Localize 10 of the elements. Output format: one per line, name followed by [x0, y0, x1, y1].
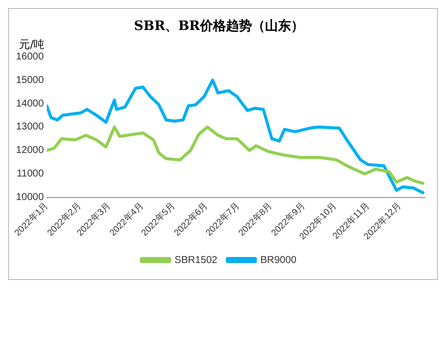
legend-label: SBR1502 — [174, 254, 218, 266]
chart-title: SBR、BR价格趋势（山东） — [134, 18, 304, 34]
y-tick-label: 15000 — [16, 74, 44, 86]
y-tick-label: 13000 — [16, 122, 44, 133]
y-tick-label: 16000 — [16, 51, 44, 62]
y-tick-label: 11000 — [16, 168, 44, 180]
y-axis-title: 元/吨 — [19, 38, 45, 51]
y-tick-label: 14000 — [16, 98, 44, 110]
y-tick-label: 10000 — [16, 192, 44, 204]
y-tick-label: 12000 — [16, 145, 44, 156]
